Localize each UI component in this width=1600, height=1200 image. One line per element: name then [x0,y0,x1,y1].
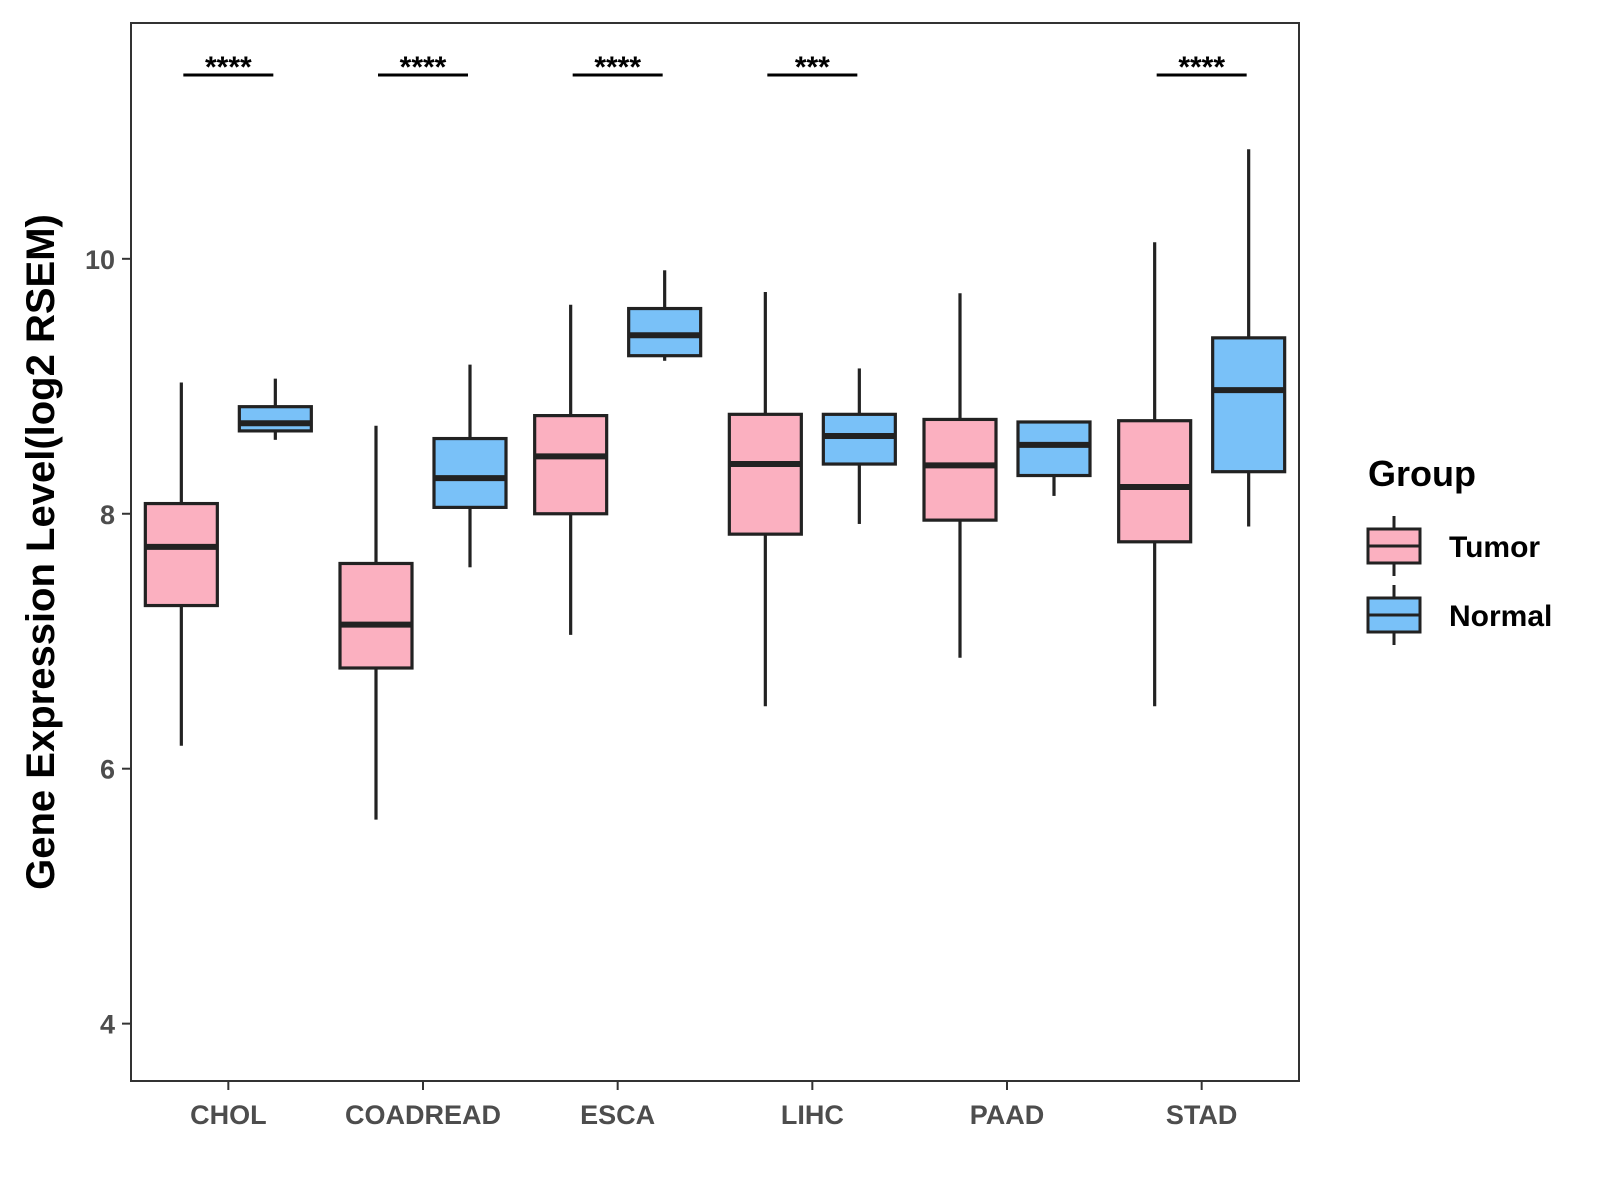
x-tick-label: ESCA [580,1100,655,1130]
significance-layer: **** **** **** *** **** [183,51,1247,84]
significance-label: **** [205,51,252,84]
box-tumor-paad [922,293,998,658]
box-normal-esca [627,270,703,361]
significance-label: **** [400,51,447,84]
box-body [922,417,998,522]
box-tumor-coadread [338,425,414,820]
x-tick-label: STAD [1166,1100,1238,1130]
x-axis: CHOL COADREAD ESCA LIHC PAAD STAD [190,1081,1237,1130]
y-axis-title: Gene Expression Level(log2 RSEM) [19,214,63,890]
box-body [432,436,508,509]
legend-item-normal: Normal [1366,585,1552,645]
y-tick-label: 8 [100,500,115,530]
box-body [1211,336,1287,474]
significance-label: **** [594,51,641,84]
box-normal-lihc [821,368,897,524]
box-tumor-esca [533,304,609,635]
box-body [727,412,803,536]
box-body [237,405,313,433]
box-tumor-stad [1117,242,1193,707]
legend-label: Tumor [1449,531,1540,564]
significance-label: **** [1178,51,1225,84]
box-body [143,501,219,608]
boxes-layer [143,149,1287,820]
legend: Group Tumor Normal [1366,453,1552,645]
y-tick-label: 4 [100,1010,115,1040]
box-body [1117,419,1193,544]
y-tick-label: 10 [85,245,115,275]
box-tumor-chol [143,382,219,746]
y-axis: 4 6 8 10 [85,245,131,1040]
box-body [1016,420,1092,478]
box-normal-paad [1016,420,1092,496]
x-tick-label: COADREAD [345,1100,501,1130]
box-normal-coadread [432,364,508,568]
legend-title: Group [1368,453,1476,494]
legend-item-tumor: Tumor [1366,516,1540,576]
box-body [533,414,609,516]
box-body [338,561,414,670]
significance-label: *** [795,51,830,84]
box-normal-chol [237,378,313,440]
x-tick-label: LIHC [781,1100,844,1130]
box-body [821,412,897,466]
y-tick-label: 6 [100,755,115,785]
plot-panel-border [130,22,1300,1082]
x-tick-label: PAAD [970,1100,1045,1130]
x-tick-label: CHOL [190,1100,267,1130]
box-normal-stad [1211,149,1287,527]
legend-label: Normal [1449,600,1552,633]
box-tumor-lihc [727,291,803,707]
box-body [627,306,703,358]
